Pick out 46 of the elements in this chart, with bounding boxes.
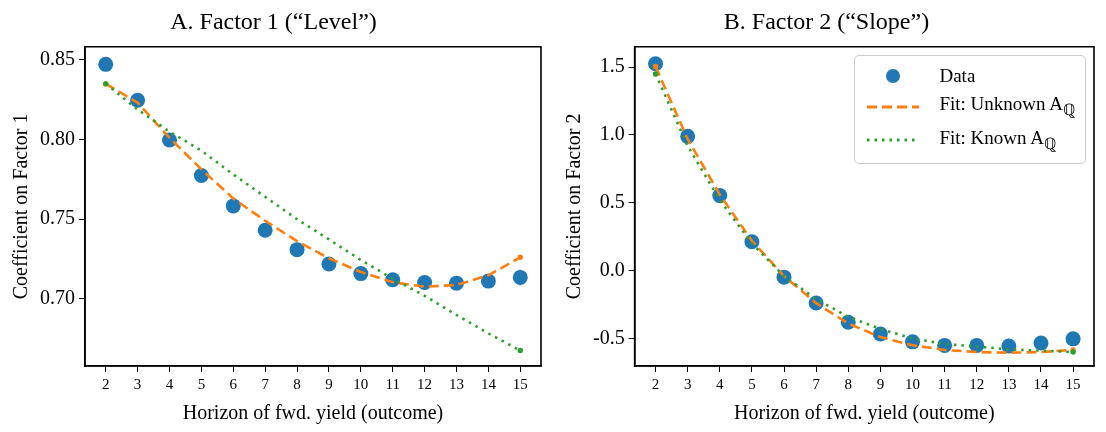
x-tick-label: 10 xyxy=(353,375,369,392)
x-tick-label: 9 xyxy=(876,375,885,392)
x-tick-label: 5 xyxy=(748,375,756,392)
x-tick-label: 15 xyxy=(1065,375,1081,392)
y-tick-label: 0.85 xyxy=(40,46,75,69)
x-axis-title: Horizon of fwd. yield (outcome) xyxy=(734,401,995,425)
x-tick-label: 7 xyxy=(812,375,821,392)
x-tick-label: 14 xyxy=(480,375,497,392)
y-tick-label: 1.5 xyxy=(599,54,625,77)
x-tick-label: 4 xyxy=(716,375,725,392)
x-tick-label: 5 xyxy=(197,375,206,392)
y-tick-label: 0.5 xyxy=(599,190,625,213)
x-tick-label: 4 xyxy=(165,375,174,392)
legend-label: Data xyxy=(939,63,976,88)
chart-title: A. Factor 1 (“Level”) xyxy=(170,7,377,34)
x-tick-label: 2 xyxy=(101,375,110,392)
x-tick-label: 15 xyxy=(512,375,528,392)
x-tick-label: 13 xyxy=(449,375,464,392)
x-tick-label: 12 xyxy=(969,375,985,392)
x-tick-label: 10 xyxy=(905,375,921,392)
y-axis-title: Coefficient on Factor 1 xyxy=(9,113,32,300)
y-tick-label: -0.5 xyxy=(592,325,625,348)
x-tick-label: 7 xyxy=(261,375,270,392)
x-tick-label: 3 xyxy=(133,375,142,392)
y-tick-label: 0.70 xyxy=(40,286,75,309)
x-axis-title: Horizon of fwd. yield (outcome) xyxy=(182,401,444,425)
y-axis-title: Coefficient on Factor 2 xyxy=(562,113,585,300)
legend-label: Fit: Known A$_{ℚ}$ xyxy=(939,125,1056,154)
x-tick-label: 14 xyxy=(1033,375,1049,392)
legend-label: Fit: Unknown A$_{ℚ}$ xyxy=(939,91,1075,120)
y-tick-label: 0.75 xyxy=(40,206,75,229)
x-tick-label: 8 xyxy=(293,375,301,392)
x-tick-label: 9 xyxy=(325,375,333,392)
x-tick-label: 11 xyxy=(385,375,400,392)
x-tick-label: 8 xyxy=(844,375,853,392)
x-tick-label: 11 xyxy=(937,375,952,392)
y-tick-label: 0.0 xyxy=(599,257,625,280)
x-tick-label: 6 xyxy=(229,375,238,392)
y-tick-label: 0.80 xyxy=(40,126,75,149)
x-tick-label: 6 xyxy=(780,375,789,392)
x-tick-label: 3 xyxy=(683,375,692,392)
x-tick-label: 12 xyxy=(417,375,433,392)
chart-title: B. Factor 2 (“Slope”) xyxy=(723,7,930,34)
y-tick-label: 1.0 xyxy=(599,122,625,145)
x-tick-label: 13 xyxy=(1001,375,1017,392)
x-tick-label: 2 xyxy=(651,375,660,392)
